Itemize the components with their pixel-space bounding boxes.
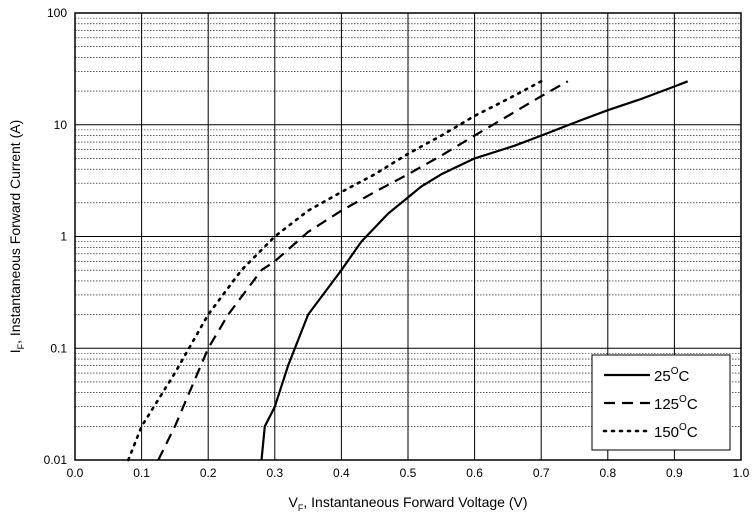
- x-tick-label: 0.4: [333, 466, 350, 480]
- y-axis-label-sub: F: [16, 343, 26, 349]
- x-tick-label: 0.0: [67, 466, 84, 480]
- legend-label-25: 25OC: [654, 366, 689, 385]
- y-axis-label: IF, Instantaneous Forward Current (A): [7, 120, 26, 354]
- x-tick-label: 1.0: [733, 466, 750, 480]
- y-tick-label: 100: [47, 6, 67, 20]
- y-tick-label: 10: [54, 118, 68, 132]
- y-tick-labels: 0.01 0.1 1 10 100: [44, 6, 68, 467]
- x-tick-label: 0.5: [400, 466, 417, 480]
- x-tick-label: 0.1: [133, 466, 150, 480]
- series-line-150: [127, 80, 543, 462]
- legend: 25OC 125OC 150OC: [591, 354, 731, 451]
- y-axis-label-rest: , Instantaneous Forward Current (A): [7, 120, 23, 344]
- x-axis-label: VF, Instantaneous Forward Voltage (V): [289, 494, 528, 513]
- series-line-125: [157, 80, 569, 461]
- series-line-25: [260, 80, 689, 461]
- y-tick-label: 1: [60, 230, 67, 244]
- x-tick-labels: 0.0 0.1 0.2 0.3 0.4 0.5 0.6 0.7 0.8 0.9 1.0: [67, 466, 750, 480]
- x-tick-label: 0.7: [533, 466, 550, 480]
- x-axis-label-main: V: [289, 494, 299, 510]
- y-axis-label-main: I: [7, 349, 23, 353]
- plot-frame: [74, 12, 742, 461]
- y-tick-label: 0.01: [44, 453, 68, 467]
- legend-label-125: 125OC: [654, 394, 698, 413]
- y-tick-label: 0.1: [50, 341, 67, 355]
- series-layer: [127, 80, 689, 462]
- x-tick-label: 0.3: [266, 466, 283, 480]
- x-tick-label: 0.9: [666, 466, 683, 480]
- x-tick-label: 0.6: [466, 466, 483, 480]
- x-axis-label-sub: F: [298, 503, 304, 513]
- x-tick-label: 0.2: [200, 466, 217, 480]
- legend-label-150: 150OC: [654, 422, 698, 441]
- x-axis-label-rest: , Instantaneous Forward Voltage (V): [303, 494, 527, 510]
- x-tick-label: 0.8: [599, 466, 616, 480]
